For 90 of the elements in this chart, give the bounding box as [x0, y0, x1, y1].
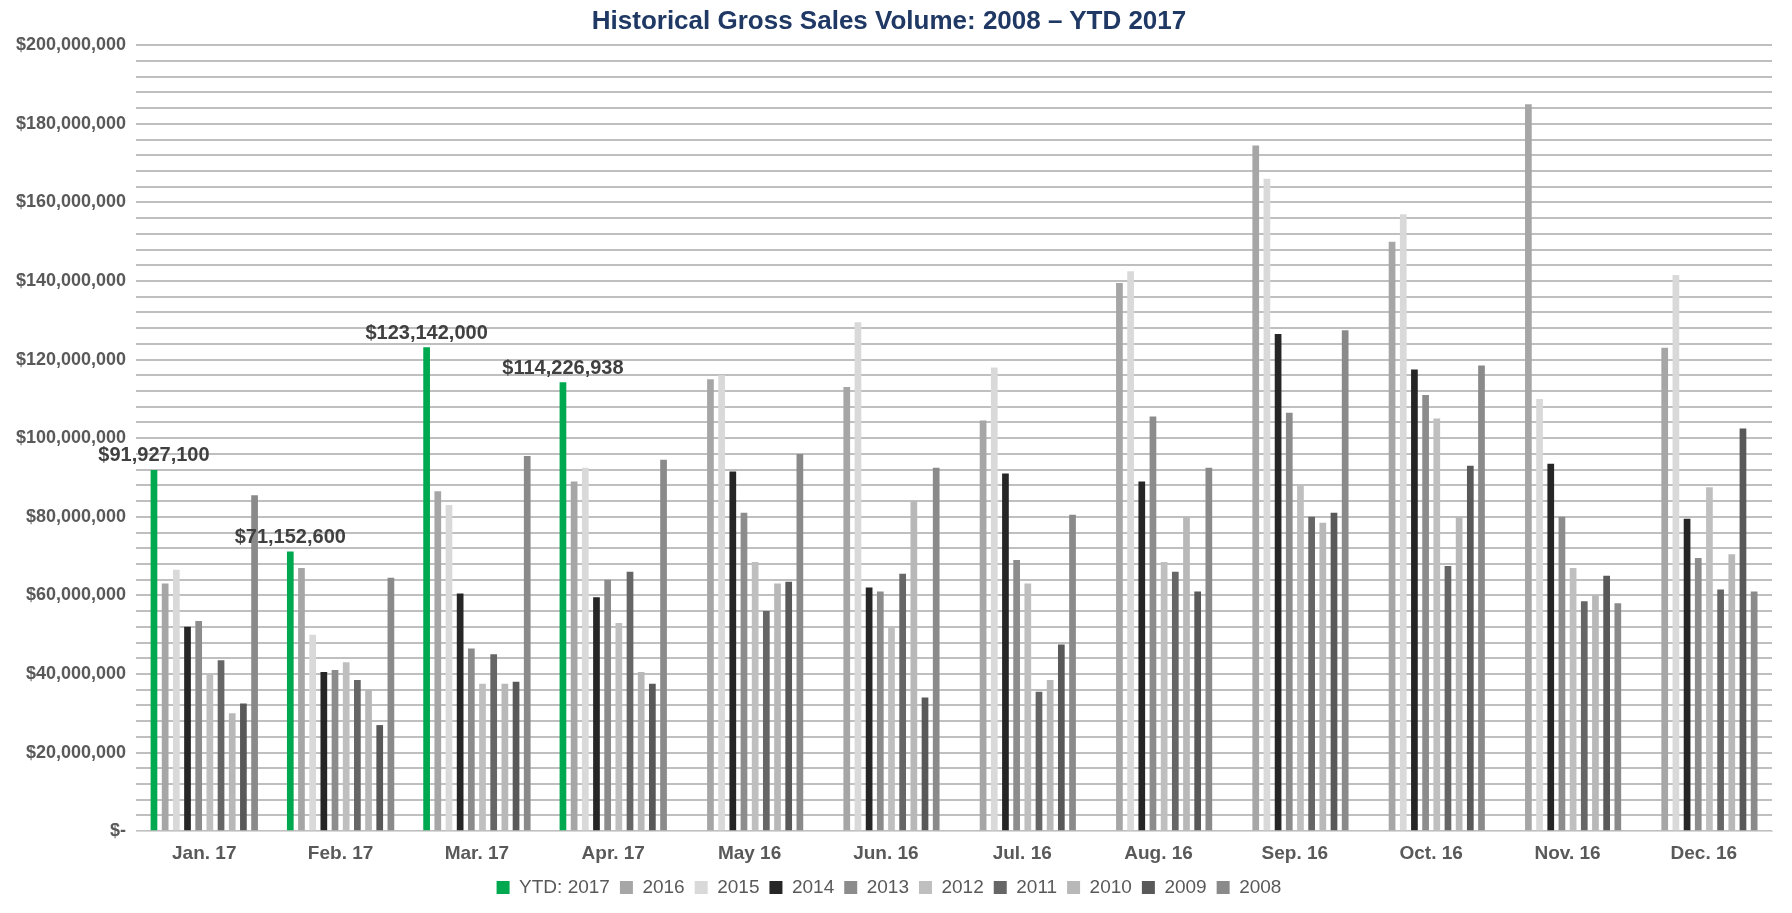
bar: [1285, 412, 1293, 831]
bar: [1411, 369, 1418, 831]
data-label: $123,142,000: [365, 320, 488, 343]
bar: [184, 626, 191, 831]
x-tick-label: Jun. 16: [853, 841, 919, 863]
x-tick-label: Jan. 17: [172, 841, 237, 863]
legend-label: 2009: [1164, 875, 1207, 897]
bar: [762, 611, 770, 831]
bar: [195, 620, 203, 831]
legend-label: YTD: 2017: [519, 875, 610, 897]
x-tick-label: Mar. 17: [444, 841, 510, 863]
bar: [523, 455, 531, 831]
x-tick-label: Oct. 16: [1399, 841, 1463, 863]
bar: [1138, 481, 1146, 831]
bar: [354, 679, 361, 831]
x-tick-label: Jul. 16: [992, 841, 1052, 863]
bar: [286, 551, 294, 831]
bar: [649, 683, 656, 831]
bar: [604, 579, 612, 831]
bar: [161, 583, 169, 831]
bar: [1603, 575, 1610, 831]
bar: [1252, 145, 1260, 831]
bar: [1694, 558, 1702, 831]
bar: [1580, 601, 1588, 831]
y-tick-label: $180,000,000: [16, 112, 127, 133]
bar: [1171, 571, 1179, 831]
y-tick-label: $160,000,000: [16, 191, 127, 212]
bar: [1116, 282, 1123, 831]
bar: [876, 591, 884, 831]
x-tick-label: Feb. 17: [307, 841, 374, 863]
legend-label: 2015: [717, 875, 760, 897]
bar: [298, 567, 305, 831]
y-tick-label: $20,000,000: [26, 741, 127, 762]
bar: [843, 387, 851, 831]
bar: [1308, 516, 1315, 831]
bar: [593, 597, 600, 831]
bar: [1661, 347, 1669, 831]
legend-label: 2011: [1016, 875, 1058, 897]
x-tick-label: Dec. 16: [1670, 841, 1738, 863]
legend-label: 2016: [642, 875, 685, 897]
x-tick-label: Sep. 16: [1261, 841, 1329, 863]
x-tick-label: Apr. 17: [581, 841, 645, 863]
bar: [1057, 644, 1065, 831]
bar: [899, 573, 907, 831]
bar: [240, 703, 247, 831]
bar: [1013, 560, 1020, 831]
bar: [1478, 365, 1485, 831]
legend-label: 2013: [866, 875, 909, 897]
bar: [707, 379, 714, 831]
bar: [1205, 467, 1213, 831]
bar: [1341, 330, 1349, 831]
bar: [1422, 394, 1429, 831]
x-tick-label: Nov. 16: [1534, 841, 1601, 863]
legend-label: 2008: [1239, 875, 1282, 897]
bar: [1002, 473, 1009, 831]
y-tick-label: $60,000,000: [26, 584, 127, 605]
bar: [423, 347, 430, 831]
bar: [729, 471, 737, 831]
data-label: $91,927,100: [98, 443, 210, 466]
bar: [434, 491, 442, 831]
bar: [1194, 591, 1202, 831]
legend-label: 2010: [1089, 875, 1132, 897]
bar: [1466, 465, 1474, 831]
legend-label: 2012: [941, 875, 984, 897]
chart-title: Historical Gross Sales Volume: 2008 – YTD 2017: [591, 4, 1187, 35]
bar: [320, 672, 328, 831]
bar: [467, 648, 475, 831]
bar: [1525, 104, 1532, 831]
bar: [376, 725, 384, 831]
bar: [570, 481, 578, 831]
bar: [1717, 589, 1724, 831]
bar: [1069, 514, 1076, 831]
bar: [932, 467, 940, 831]
bar: [1614, 603, 1622, 831]
legend-label: 2014: [791, 875, 835, 897]
y-tick-label: $120,000,000: [16, 348, 127, 369]
x-tick-label: Aug. 16: [1124, 841, 1193, 863]
bar: [1547, 463, 1555, 831]
bar: [660, 459, 667, 831]
bar: [785, 581, 793, 831]
y-tick-label: $80,000,000: [26, 505, 127, 526]
y-tick-label: $-: [110, 820, 127, 841]
bar: [490, 654, 498, 831]
y-tick-label: $40,000,000: [26, 662, 127, 683]
bar: [456, 593, 464, 831]
x-tick-label: May 16: [717, 841, 782, 863]
bar: [1750, 591, 1758, 831]
y-tick-label: $140,000,000: [16, 269, 127, 290]
data-label: $114,226,938: [502, 355, 624, 378]
y-tick-label: $200,000,000: [16, 34, 127, 55]
